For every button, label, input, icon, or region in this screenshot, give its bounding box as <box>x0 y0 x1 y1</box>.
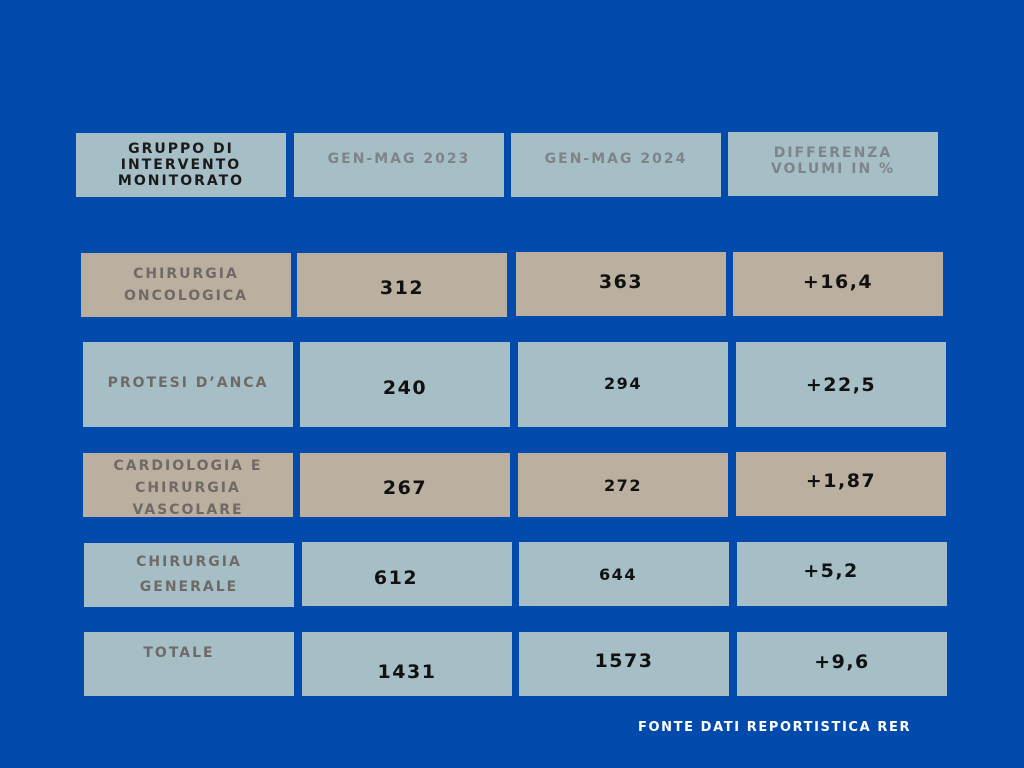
row-5-value-2024: 1573 <box>519 632 729 696</box>
row-3-value-2023: 267 <box>300 453 510 517</box>
row-label-chirurgia-oncologica: CHIRURGIA ONCOLOGICA <box>81 253 291 317</box>
row-2-value-2024: 294 <box>518 342 728 427</box>
row-3-value-2024: 272 <box>518 453 728 517</box>
row-1-value-2023: 312 <box>297 253 507 317</box>
row-label-protesi-danca: PROTESI D’ANCA <box>83 342 293 427</box>
header-group: GRUPPO DI INTERVENTO MONITORATO <box>76 133 286 197</box>
source-footer: FONTE DATI REPORTISTICA RER <box>638 720 912 735</box>
row-2-value-2023: 240 <box>300 342 510 427</box>
row-1-difference: +16,4 <box>733 252 943 316</box>
header-year-2023: GEN-MAG 2023 <box>294 133 504 197</box>
row-1-value-2024: 363 <box>516 252 726 316</box>
header-year-2024: GEN-MAG 2024 <box>511 133 721 197</box>
row-4-value-2024: 644 <box>519 542 729 606</box>
row-label-totale: TOTALE <box>84 632 294 696</box>
row-4-difference: +5,2 <box>737 542 947 606</box>
row-5-value-2023: 1431 <box>302 632 512 696</box>
row-label-cardiologia-chirurgia-vascolare: CARDIOLOGIA E CHIRURGIA VASCOLARE <box>83 453 293 517</box>
row-label-chirurgia-generale: CHIRURGIA GENERALE <box>84 543 294 607</box>
row-4-value-2023: 612 <box>302 542 512 606</box>
row-2-difference: +22,5 <box>736 342 946 427</box>
row-5-difference: +9,6 <box>737 632 947 696</box>
row-3-difference: +1,87 <box>736 452 946 516</box>
header-difference: DIFFERENZA VOLUMI IN % <box>728 132 938 196</box>
